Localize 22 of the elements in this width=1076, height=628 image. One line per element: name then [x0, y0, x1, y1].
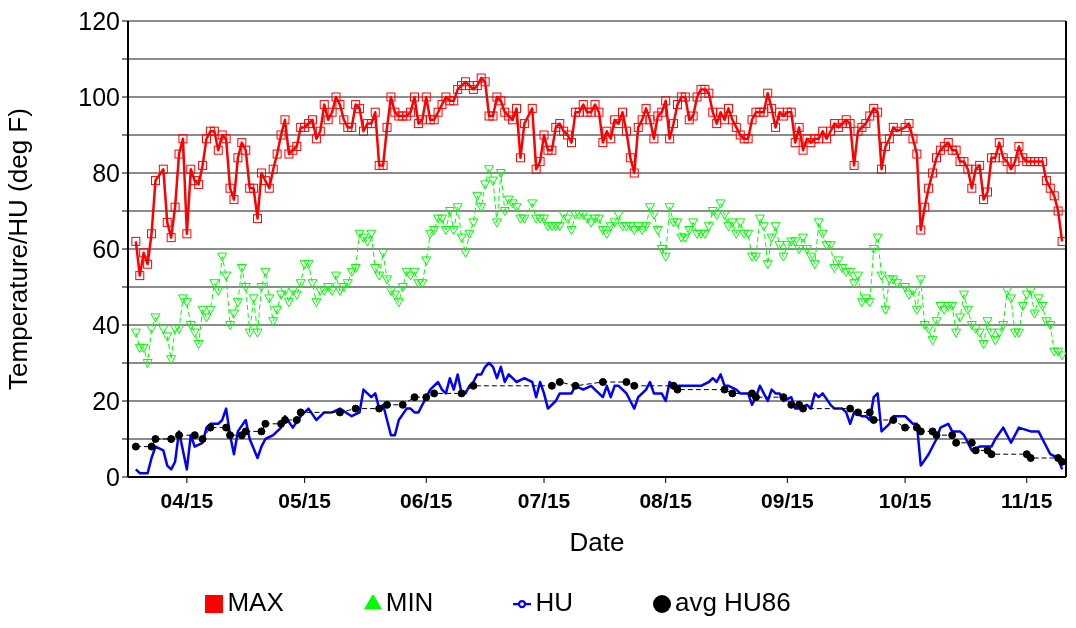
line-series [134, 361, 1064, 475]
y-axis-title: Temperature/HU (deg F) [3, 108, 34, 390]
x-tick-label: 09/15 [761, 488, 814, 512]
y-tick-label: 100 [78, 82, 120, 111]
x-tick-label: 06/15 [399, 488, 453, 512]
y-tick-label: 0 [106, 462, 120, 491]
x-tick-label: 04/15 [160, 488, 214, 512]
legend-label: MAX [227, 587, 284, 617]
x-tick-label: 05/15 [278, 488, 332, 512]
y-tick-label: 120 [78, 6, 120, 35]
y-tick-label: 60 [92, 234, 120, 263]
x-tick-label: 10/15 [878, 488, 932, 512]
legend-label: HU [535, 587, 573, 617]
x-tick-label: 08/15 [639, 488, 693, 512]
x-axis-title: Date [569, 527, 625, 557]
y-tick-label: 80 [92, 158, 120, 187]
y-tick-label: 40 [92, 310, 120, 339]
x-tick-label: 11/15 [1001, 488, 1053, 512]
legend-label: MIN [385, 587, 434, 617]
legend-label: avg HU86 [674, 587, 791, 617]
x-tick-label: 07/15 [517, 488, 571, 512]
y-tick-label: 20 [92, 386, 120, 415]
